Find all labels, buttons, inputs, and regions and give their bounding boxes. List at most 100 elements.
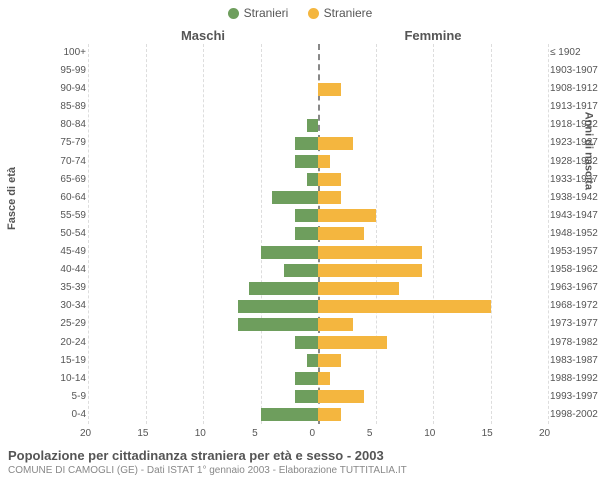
chart-row: [88, 243, 548, 261]
birth-label: 1948-1952: [550, 225, 598, 243]
chart-area: [88, 44, 548, 424]
age-label: 90-94: [60, 80, 86, 98]
birth-label: 1908-1912: [550, 80, 598, 98]
age-label: 80-84: [60, 116, 86, 134]
bar-male: [284, 264, 319, 277]
birth-label: 1903-1907: [550, 62, 598, 80]
chart-row: [88, 279, 548, 297]
chart-row: [88, 171, 548, 189]
birth-label: 1943-1947: [550, 207, 598, 225]
x-tick-label: 15: [137, 428, 148, 439]
chart-row: [88, 80, 548, 98]
bar-female: [318, 173, 341, 186]
bar-female: [318, 354, 341, 367]
age-label: 10-14: [60, 370, 86, 388]
age-label: 0-4: [60, 406, 86, 424]
x-tick-label: 20: [539, 428, 550, 439]
bar-male: [261, 408, 319, 421]
birth-label: 1993-1997: [550, 388, 598, 406]
bar-female: [318, 83, 341, 96]
birth-label: 1978-1982: [550, 334, 598, 352]
age-label: 20-24: [60, 334, 86, 352]
chart-row: [88, 334, 548, 352]
legend-female: Straniere: [308, 6, 373, 20]
legend-male-swatch: [228, 8, 239, 19]
x-axis: 201510505101520: [88, 424, 548, 440]
x-tick-label: 10: [424, 428, 435, 439]
bar-male: [261, 246, 319, 259]
birth-label: 1958-1962: [550, 261, 598, 279]
bar-female: [318, 246, 422, 259]
bar-male: [238, 318, 319, 331]
birth-label: 1998-2002: [550, 406, 598, 424]
age-label: 30-34: [60, 297, 86, 315]
bar-male: [295, 227, 318, 240]
chart-row: [88, 116, 548, 134]
bar-female: [318, 191, 341, 204]
bar-female: [318, 209, 376, 222]
birth-label: 1963-1967: [550, 279, 598, 297]
bar-female: [318, 227, 364, 240]
bar-female: [318, 336, 387, 349]
x-tick-label: 5: [367, 428, 373, 439]
bar-male: [249, 282, 318, 295]
bar-male: [307, 119, 319, 132]
chart-row: [88, 261, 548, 279]
bar-male: [295, 209, 318, 222]
birth-label: 1918-1922: [550, 116, 598, 134]
birth-label: 1953-1957: [550, 243, 598, 261]
chart-row: [88, 297, 548, 315]
age-label: 55-59: [60, 207, 86, 225]
age-label: 25-29: [60, 315, 86, 333]
bar-male: [238, 300, 319, 313]
birth-label: 1983-1987: [550, 352, 598, 370]
bar-female: [318, 300, 491, 313]
legend-male: Stranieri: [228, 6, 289, 20]
age-label: 15-19: [60, 352, 86, 370]
chart-row: [88, 62, 548, 80]
bar-female: [318, 408, 341, 421]
birth-label: 1928-1932: [550, 153, 598, 171]
bar-male: [295, 155, 318, 168]
bar-male: [295, 336, 318, 349]
bar-female: [318, 282, 399, 295]
age-label: 85-89: [60, 98, 86, 116]
legend: Stranieri Straniere: [0, 6, 600, 22]
chart-row: [88, 370, 548, 388]
age-label: 70-74: [60, 153, 86, 171]
column-headers: Maschi Femmine: [88, 28, 548, 44]
x-tick-label: 0: [310, 428, 316, 439]
birth-label: 1938-1942: [550, 189, 598, 207]
bar-male: [295, 372, 318, 385]
chart-row: [88, 189, 548, 207]
bar-female: [318, 318, 353, 331]
chart-row: [88, 98, 548, 116]
age-label: 45-49: [60, 243, 86, 261]
footer: Popolazione per cittadinanza straniera p…: [8, 448, 592, 476]
birth-label: ≤ 1902: [550, 44, 598, 62]
chart-row: [88, 207, 548, 225]
bar-female: [318, 372, 330, 385]
footer-title: Popolazione per cittadinanza straniera p…: [8, 448, 592, 463]
bar-male: [295, 137, 318, 150]
x-tick-label: 5: [252, 428, 258, 439]
age-label: 95-99: [60, 62, 86, 80]
bar-male: [295, 390, 318, 403]
age-label: 50-54: [60, 225, 86, 243]
y-axis-right: ≤ 19021903-19071908-19121913-19171918-19…: [550, 44, 598, 424]
chart-row: [88, 225, 548, 243]
legend-female-swatch: [308, 8, 319, 19]
birth-label: 1973-1977: [550, 315, 598, 333]
age-label: 40-44: [60, 261, 86, 279]
male-header: Maschi: [88, 28, 318, 44]
age-label: 5-9: [60, 388, 86, 406]
x-tick-label: 15: [482, 428, 493, 439]
bar-male: [307, 354, 319, 367]
chart-row: [88, 153, 548, 171]
footer-subtitle: COMUNE DI CAMOGLI (GE) - Dati ISTAT 1° g…: [8, 465, 592, 476]
birth-label: 1988-1992: [550, 370, 598, 388]
age-label: 60-64: [60, 189, 86, 207]
bar-male: [272, 191, 318, 204]
bar-female: [318, 264, 422, 277]
chart-row: [88, 315, 548, 333]
